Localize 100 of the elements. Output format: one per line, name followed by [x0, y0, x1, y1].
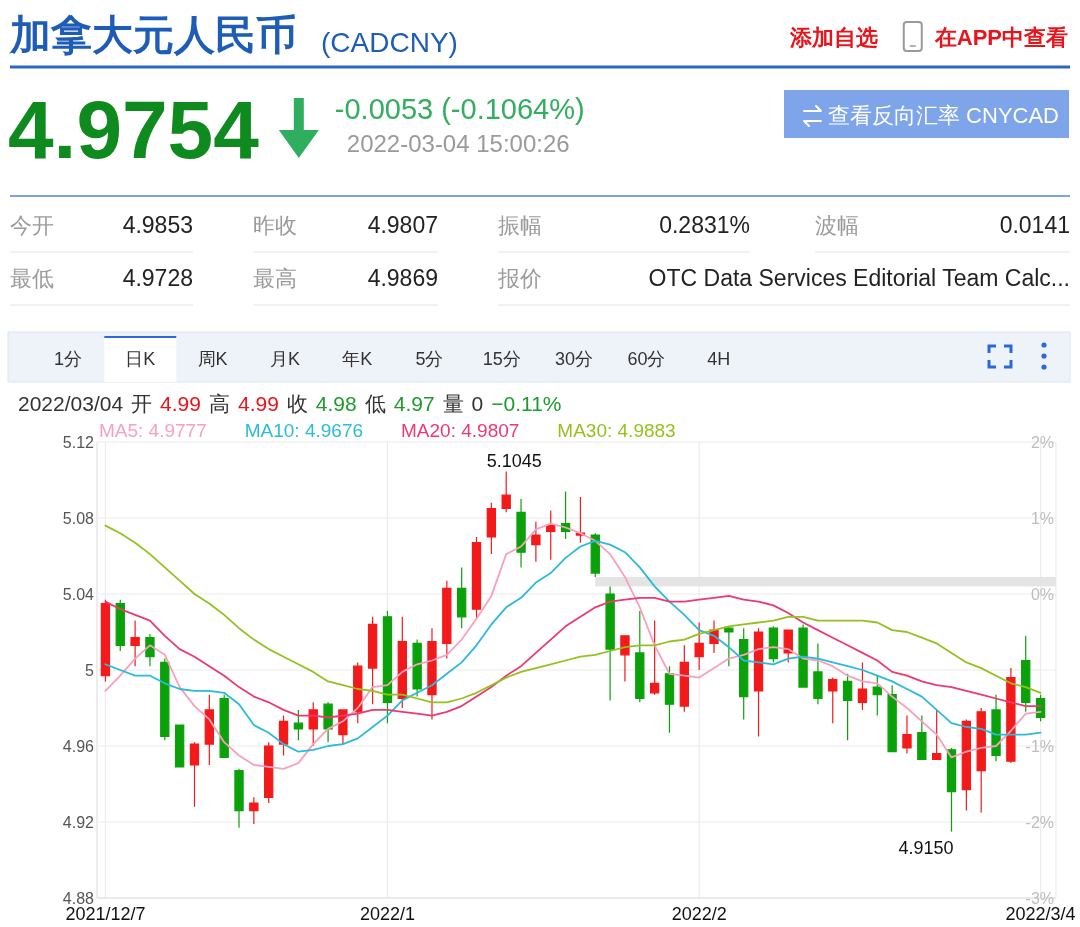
- text: 1分: [53, 349, 83, 369]
- text: 收: [286, 392, 308, 415]
- text: 4H: [707, 349, 731, 369]
- candlestick: [946, 747, 957, 833]
- text: MA20: 4.9807: [401, 420, 520, 441]
- text: 在APP中查看: [933, 25, 1068, 50]
- candlestick: [189, 741, 200, 808]
- text: 年K: [342, 349, 373, 369]
- x-tick-label: 2021/12/7: [65, 904, 146, 924]
- text: 最低: [10, 266, 54, 291]
- text: 开: [131, 392, 153, 415]
- y2-tick-label: -2%: [1025, 813, 1054, 831]
- y-tick-label: 5.08: [62, 509, 95, 527]
- candlestick: [620, 635, 630, 682]
- candlestick: [1006, 667, 1016, 764]
- text: 添加自选: [788, 25, 878, 50]
- annotation: 4.9150: [898, 837, 954, 858]
- candlestick: [160, 658, 170, 741]
- text: 0.2831%: [659, 212, 750, 238]
- text: MA10: 4.9676: [244, 420, 364, 441]
- x-tick-label: 2022/3/4: [1005, 904, 1076, 924]
- candlestick: [1021, 635, 1031, 713]
- candlestick: [293, 709, 304, 741]
- chart-subtitle: (CADCNY): [321, 27, 458, 58]
- candlestick: [902, 715, 912, 755]
- y-tick-label: 4.92: [62, 813, 95, 831]
- candlestick: [308, 701, 318, 747]
- candlestick: [174, 724, 185, 768]
- y2-tick-label: 2%: [1030, 433, 1054, 451]
- y2-tick-label: -3%: [1025, 889, 1054, 907]
- text: 波幅: [815, 213, 859, 238]
- candlestick: [679, 644, 690, 713]
- candlestick: [991, 694, 1001, 762]
- candlestick: [219, 694, 229, 758]
- text: 2022/03/04: [18, 392, 124, 415]
- text: MA5: 4.9777: [99, 420, 207, 441]
- candlestick: [486, 502, 497, 555]
- text: 日K: [125, 349, 156, 369]
- candlestick: [605, 585, 615, 701]
- text: 高: [208, 392, 230, 415]
- text: 量: [442, 392, 464, 415]
- candlestick: [249, 796, 259, 825]
- text: 今开: [10, 213, 54, 238]
- text: 查看反向汇率 CNYCAD: [828, 103, 1060, 128]
- y-tick-label: 5: [85, 661, 95, 679]
- text: 4.9869: [367, 265, 438, 291]
- y2-tick-label: 1%: [1030, 509, 1054, 527]
- candlestick: [649, 620, 660, 696]
- candlestick: [531, 521, 541, 563]
- text: 月K: [269, 349, 300, 369]
- candlestick: [917, 715, 927, 760]
- candlestick: [828, 677, 838, 724]
- text: 4.97: [393, 392, 435, 415]
- text: 最高: [253, 266, 297, 291]
- candlestick: [323, 701, 333, 743]
- text: OTC Data Services Editorial Team Calc...: [648, 265, 1070, 291]
- candlestick: [857, 661, 868, 711]
- y-tick-label: 5.12: [62, 433, 95, 451]
- candlestick: [872, 675, 882, 717]
- candlestick: [234, 768, 244, 829]
- candlestick: [931, 709, 942, 760]
- text: 周K: [197, 349, 228, 369]
- candlestick: [204, 694, 215, 766]
- text: 5分: [415, 349, 444, 369]
- candlestick: [501, 470, 511, 513]
- candlestick: [456, 566, 467, 629]
- y2-tick-label: 0%: [1030, 585, 1054, 603]
- text: 2022-03-04 15:00:26: [346, 130, 570, 157]
- text: MA30: 4.9883: [557, 420, 676, 441]
- y2-tick-label: -1%: [1025, 737, 1054, 755]
- text: −0.11%: [491, 392, 562, 415]
- text: 4.9728: [122, 265, 193, 291]
- text: 4.99: [237, 392, 279, 415]
- text: 低: [364, 392, 386, 415]
- candlestick: [664, 665, 675, 734]
- candlestick: [442, 580, 452, 660]
- candlestick: [635, 610, 645, 703]
- y-tick-label: 4.96: [62, 737, 95, 755]
- text: 4.9853: [122, 212, 193, 238]
- annotation: 5.1045: [486, 451, 542, 472]
- candlestick: [724, 625, 734, 667]
- candlestick: [471, 536, 482, 620]
- candlestick: [813, 642, 823, 705]
- text: 0: [471, 392, 484, 415]
- text: 4.99: [160, 392, 201, 415]
- candlestick: [798, 623, 808, 688]
- x-tick-label: 2022/1: [359, 904, 415, 924]
- text: 60分: [627, 349, 666, 369]
- candlestick: [130, 620, 140, 667]
- candlestick: [427, 627, 437, 720]
- text: 0.0141: [999, 212, 1070, 238]
- text: 4.98: [315, 392, 357, 415]
- candlestick: [842, 673, 853, 741]
- candlestick: [575, 496, 586, 544]
- candlestick: [367, 616, 378, 705]
- text: -0.0053 (-0.1064%): [334, 93, 585, 125]
- y-tick-label: 5.04: [62, 585, 95, 603]
- text: 振幅: [498, 213, 542, 238]
- candlestick: [516, 498, 526, 568]
- text: 15分: [482, 349, 521, 369]
